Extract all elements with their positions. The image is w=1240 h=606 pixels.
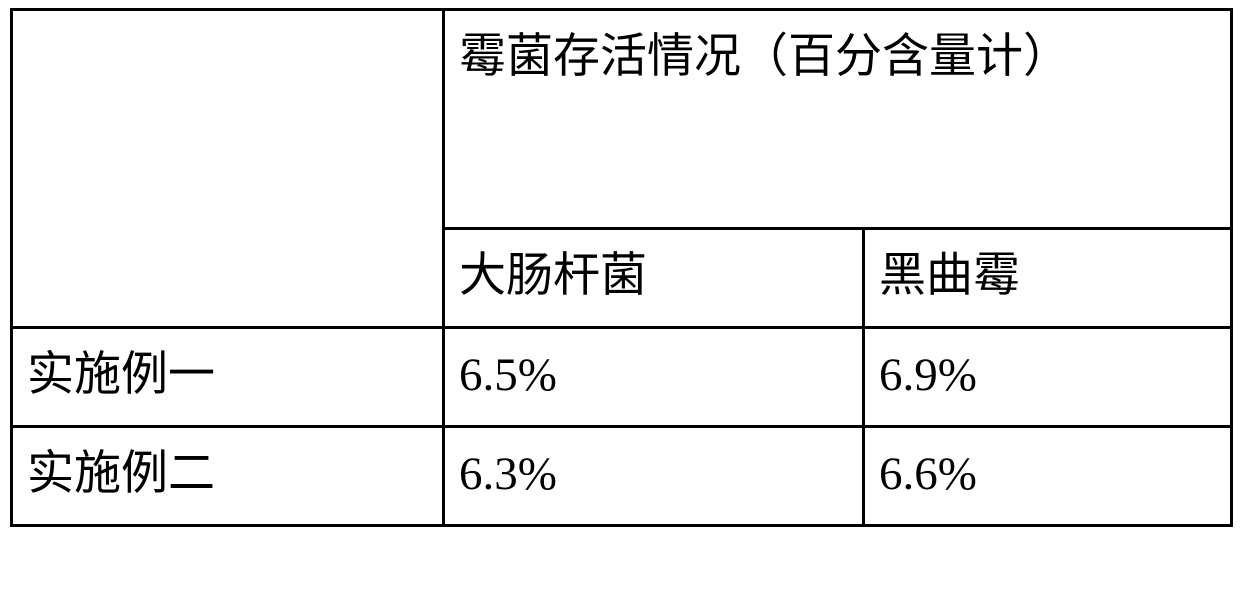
header-title-cell: 霉菌存活情况（百分含量计）	[444, 10, 1232, 229]
table-container: 霉菌存活情况（百分含量计） 大肠杆菌 黑曲霉 实施例一 6.5% 6.9% 实施…	[0, 0, 1240, 535]
mold-survival-table: 霉菌存活情况（百分含量计） 大肠杆菌 黑曲霉 实施例一 6.5% 6.9% 实施…	[10, 8, 1233, 527]
table-row: 实施例一 6.5% 6.9%	[12, 328, 1232, 427]
table-row: 实施例二 6.3% 6.6%	[12, 427, 1232, 526]
table-header-row: 霉菌存活情况（百分含量计）	[12, 10, 1232, 229]
cell-aniger: 6.9%	[864, 328, 1232, 427]
column-header-aniger: 黑曲霉	[864, 229, 1232, 328]
column-header-ecoli: 大肠杆菌	[444, 229, 864, 328]
header-blank-cell	[12, 10, 444, 328]
cell-ecoli: 6.5%	[444, 328, 864, 427]
cell-aniger: 6.6%	[864, 427, 1232, 526]
cell-ecoli: 6.3%	[444, 427, 864, 526]
row-label: 实施例二	[12, 427, 444, 526]
row-label: 实施例一	[12, 328, 444, 427]
